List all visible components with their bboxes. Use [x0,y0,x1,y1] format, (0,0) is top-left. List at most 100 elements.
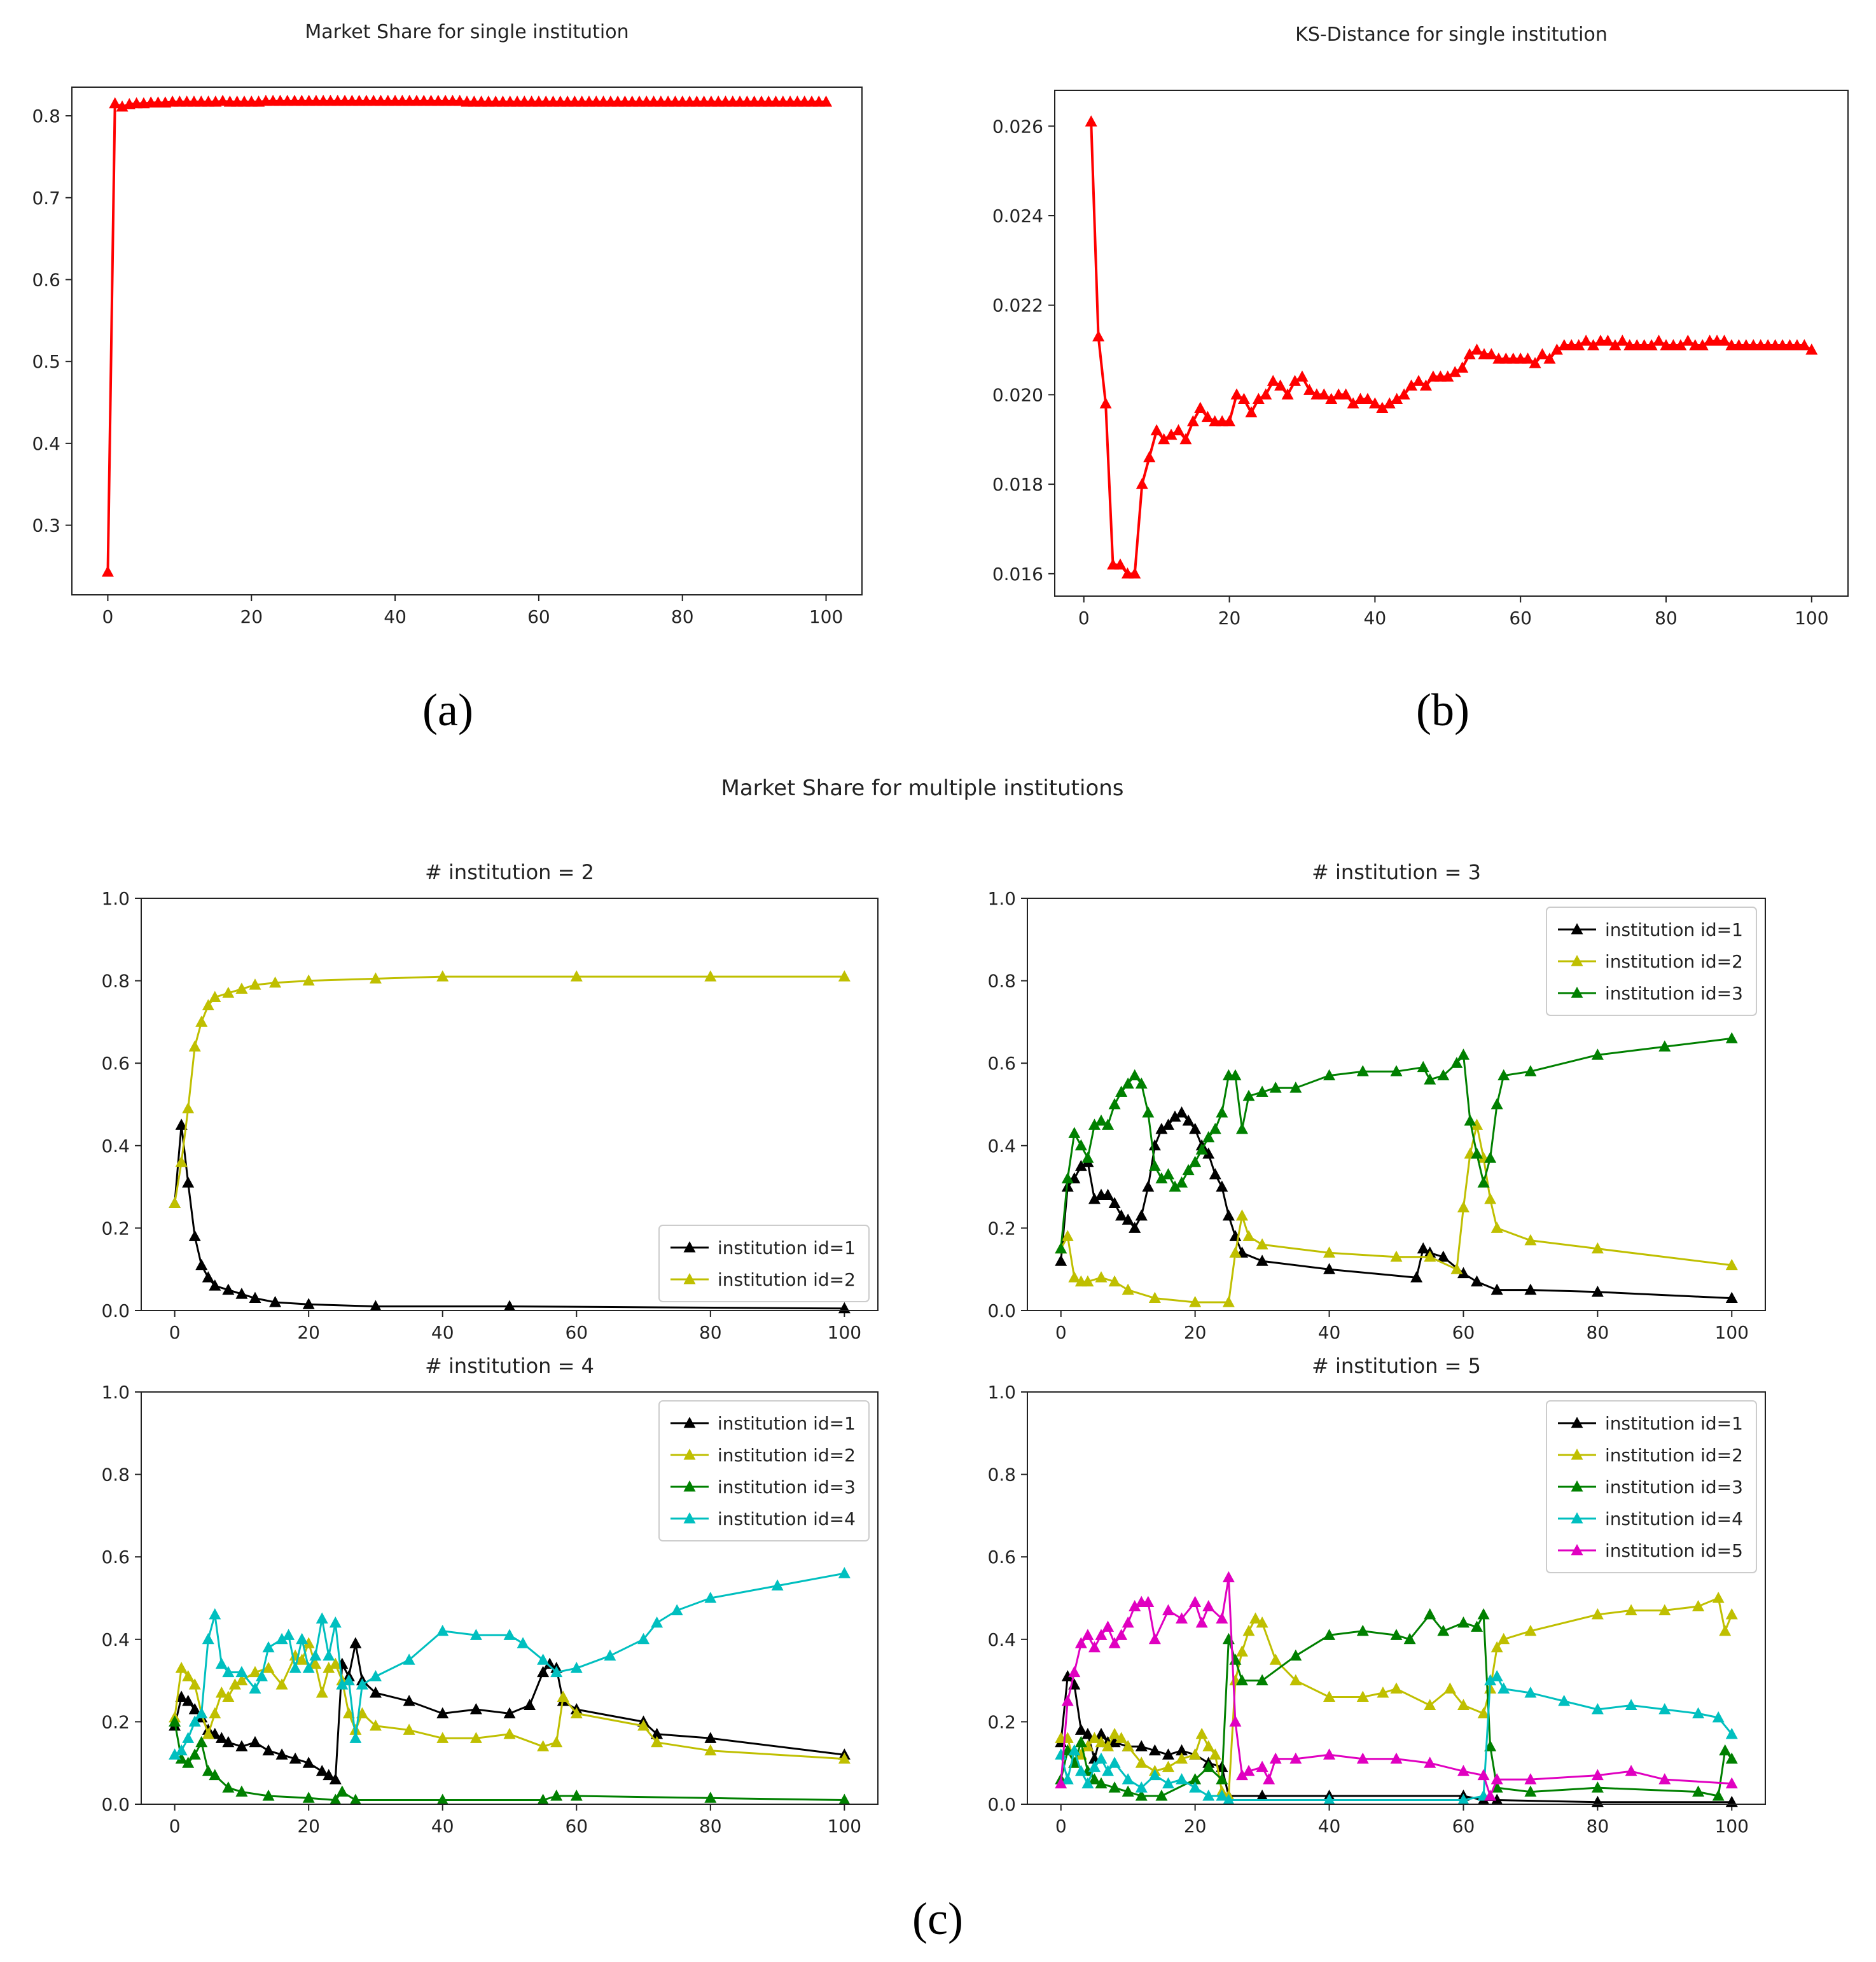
legend-label: institution id=3 [1605,1477,1743,1498]
data-point [1222,1793,1235,1805]
chart-title: # institution = 3 [1312,860,1481,884]
data-point [1317,388,1330,400]
data-point [1269,1653,1282,1665]
legend-swatch-marker [683,1273,696,1284]
x-tick-label: 20 [240,606,263,627]
data-point [1718,334,1731,346]
data-point [1229,1069,1242,1081]
data-point [1457,1048,1470,1060]
data-point [1189,1122,1202,1134]
y-tick-label: 0.6 [987,1547,1016,1568]
data-point [537,1740,550,1751]
data-point [1484,1674,1497,1686]
data-point [109,97,122,109]
legend-swatch-marker [1571,1417,1583,1428]
data-point [1176,1744,1188,1756]
data-point [1235,1122,1248,1134]
data-point [1658,1702,1671,1715]
data-point [1155,1790,1168,1801]
data-point [1289,375,1302,386]
panel-a-label: (a) [422,685,473,735]
data-point [1176,1773,1188,1785]
data-point [216,94,229,106]
data-point [228,1678,241,1690]
data-point [1102,1765,1115,1776]
legend-swatch-marker [683,1480,696,1492]
data-point [1055,1242,1067,1254]
series-institution-id-2 [169,970,851,1209]
data-point [1176,1752,1188,1764]
data-point [1158,433,1171,445]
y-tick-label: 1.0 [987,1382,1016,1403]
data-point [537,1793,550,1805]
data-point [1235,1674,1248,1686]
legend-swatch-marker [683,1512,696,1524]
legend-label: institution id=2 [718,1445,856,1466]
data-point [1095,1736,1108,1748]
data-point [175,1662,188,1673]
y-tick-label: 1.0 [101,888,130,909]
data-point [1543,352,1556,364]
data-point [1450,1263,1463,1274]
series-market-share [101,94,833,577]
data-point [704,1744,717,1756]
data-point [1216,1773,1228,1785]
y-tick-label: 0.5 [32,351,60,372]
y-tick-label: 0.016 [992,564,1043,585]
x-tick-label: 0 [1078,608,1090,629]
data-point [1256,1238,1268,1249]
data-point [195,1707,208,1718]
x-tick-label: 100 [1715,1322,1749,1343]
chart-title: KS-Distance for single institution [1295,24,1608,46]
data-point [1102,1620,1115,1632]
data-point [1471,1147,1483,1159]
data-point [302,1662,315,1673]
data-point [517,1637,529,1648]
data-point [1437,1069,1450,1081]
x-tick-label: 100 [1795,608,1828,629]
data-point [1361,393,1374,404]
data-point [1522,352,1534,364]
data-point [1129,1069,1141,1081]
data-point [436,1793,449,1805]
data-point [1692,1707,1705,1718]
data-point [1457,1201,1470,1213]
data-point [1719,1744,1732,1756]
legend-label: institution id=1 [1605,919,1743,940]
data-point [1115,1732,1128,1743]
data-point [550,1736,563,1748]
series-ks-distance [1085,115,1818,579]
x-tick-label: 40 [384,606,406,627]
x-tick-label: 60 [565,1816,588,1837]
x-tick-label: 60 [1509,608,1532,629]
data-point [1490,1793,1503,1805]
legend-label: institution id=4 [1605,1508,1743,1529]
data-point [1081,1777,1094,1789]
x-tick-label: 80 [1655,608,1678,629]
y-tick-label: 0.8 [101,971,130,992]
data-point [1122,1616,1134,1628]
plot-frame [1027,1391,1766,1805]
data-point [1653,334,1665,346]
data-point [1202,1760,1215,1772]
data-point [1088,1193,1101,1204]
chart-c2: # institution = 3 0 20 40 60 80 100 0.0 0.2 0.4 0.… [987,860,1766,1343]
data-point [182,1102,195,1113]
data-point [1122,1283,1134,1295]
data-point [1189,1596,1202,1607]
data-point [1148,1139,1161,1151]
data-point [235,1785,248,1797]
y-tick-label: 0.2 [987,1218,1016,1239]
data-point [1419,379,1432,391]
data-point [175,1155,188,1167]
data-point [1524,1283,1537,1295]
data-point [1061,1172,1074,1184]
data-point [1325,393,1338,404]
legend-label: institution id=1 [718,1413,856,1434]
data-point [249,1736,261,1748]
data-point [1477,1608,1490,1620]
data-point [1068,1666,1081,1678]
data-point [349,1793,362,1805]
data-point [1457,1765,1470,1776]
data-point [670,1604,683,1615]
